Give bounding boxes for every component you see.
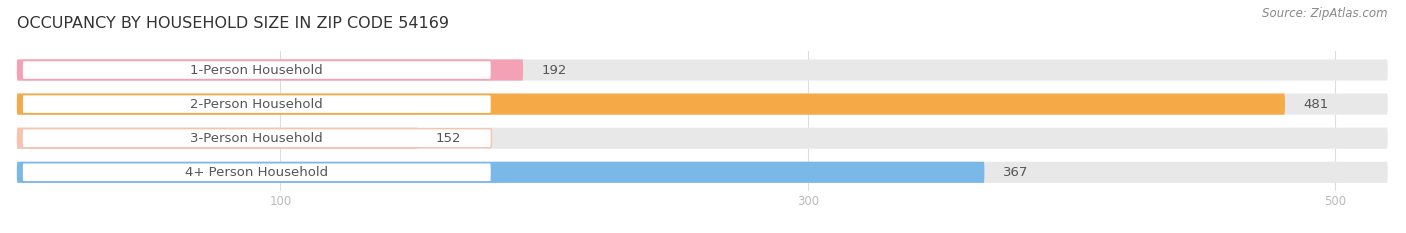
Text: Source: ZipAtlas.com: Source: ZipAtlas.com <box>1263 7 1388 20</box>
Text: 481: 481 <box>1303 98 1329 111</box>
FancyBboxPatch shape <box>22 95 492 114</box>
FancyBboxPatch shape <box>22 163 492 182</box>
FancyBboxPatch shape <box>17 59 1388 81</box>
Text: 2-Person Household: 2-Person Household <box>190 98 323 111</box>
FancyBboxPatch shape <box>17 93 1285 115</box>
Text: 3-Person Household: 3-Person Household <box>190 132 323 145</box>
FancyBboxPatch shape <box>17 128 1388 149</box>
Text: 4+ Person Household: 4+ Person Household <box>186 166 329 179</box>
Text: 152: 152 <box>436 132 461 145</box>
Text: 1-Person Household: 1-Person Household <box>190 64 323 76</box>
FancyBboxPatch shape <box>17 128 418 149</box>
FancyBboxPatch shape <box>17 59 523 81</box>
FancyBboxPatch shape <box>17 162 984 183</box>
Text: OCCUPANCY BY HOUSEHOLD SIZE IN ZIP CODE 54169: OCCUPANCY BY HOUSEHOLD SIZE IN ZIP CODE … <box>17 16 449 31</box>
Text: 367: 367 <box>1002 166 1028 179</box>
FancyBboxPatch shape <box>17 162 1388 183</box>
FancyBboxPatch shape <box>22 61 492 79</box>
FancyBboxPatch shape <box>17 93 1388 115</box>
Text: 192: 192 <box>541 64 567 76</box>
FancyBboxPatch shape <box>22 129 492 148</box>
